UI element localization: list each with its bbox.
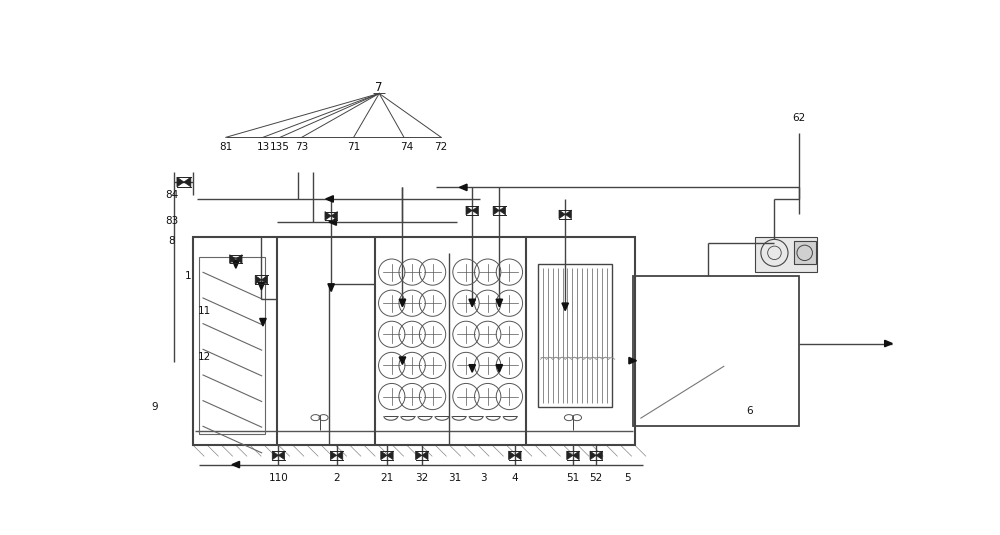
Text: 5: 5 xyxy=(624,473,631,484)
Polygon shape xyxy=(184,177,191,187)
Polygon shape xyxy=(459,184,467,190)
Polygon shape xyxy=(509,451,515,460)
Polygon shape xyxy=(387,451,393,460)
Polygon shape xyxy=(596,451,602,460)
Polygon shape xyxy=(559,210,565,219)
Text: 83: 83 xyxy=(165,216,178,226)
Text: 21: 21 xyxy=(380,473,394,484)
Text: 31: 31 xyxy=(449,473,462,484)
Polygon shape xyxy=(230,255,236,263)
Text: 52: 52 xyxy=(590,473,603,484)
Polygon shape xyxy=(399,357,406,364)
Text: 51: 51 xyxy=(566,473,580,484)
Text: 6: 6 xyxy=(746,406,753,416)
Polygon shape xyxy=(331,211,337,220)
Polygon shape xyxy=(381,451,387,460)
Bar xyxy=(633,276,799,426)
Polygon shape xyxy=(261,276,268,284)
Bar xyxy=(794,241,816,264)
Polygon shape xyxy=(258,282,265,290)
Text: 71: 71 xyxy=(347,142,360,152)
Polygon shape xyxy=(562,303,568,311)
Text: 3: 3 xyxy=(481,473,487,484)
Text: 135: 135 xyxy=(270,142,290,152)
Bar xyxy=(538,264,612,407)
Text: 110: 110 xyxy=(269,473,288,484)
Polygon shape xyxy=(515,451,521,460)
Polygon shape xyxy=(469,299,475,307)
Polygon shape xyxy=(337,451,343,460)
Text: 2: 2 xyxy=(333,473,340,484)
Polygon shape xyxy=(233,261,239,268)
Polygon shape xyxy=(325,211,331,220)
Polygon shape xyxy=(328,284,334,292)
Polygon shape xyxy=(255,276,261,284)
Polygon shape xyxy=(330,451,337,460)
Text: 8: 8 xyxy=(168,236,175,246)
Polygon shape xyxy=(278,451,285,460)
Polygon shape xyxy=(496,299,503,307)
Polygon shape xyxy=(399,299,406,307)
Text: 74: 74 xyxy=(400,142,413,152)
Text: 11: 11 xyxy=(197,305,211,316)
Polygon shape xyxy=(493,206,499,215)
Bar xyxy=(755,238,817,272)
Polygon shape xyxy=(629,357,637,364)
Polygon shape xyxy=(496,365,503,372)
Polygon shape xyxy=(567,451,573,460)
Bar xyxy=(193,238,635,445)
Polygon shape xyxy=(565,210,571,219)
Text: 62: 62 xyxy=(793,113,806,123)
Polygon shape xyxy=(469,365,475,372)
Text: 84: 84 xyxy=(165,190,178,200)
Polygon shape xyxy=(590,451,596,460)
Bar xyxy=(199,257,265,434)
Polygon shape xyxy=(260,318,266,326)
Polygon shape xyxy=(573,451,579,460)
Text: 81: 81 xyxy=(219,142,232,152)
Polygon shape xyxy=(326,196,333,202)
Text: 72: 72 xyxy=(435,142,448,152)
Polygon shape xyxy=(272,451,278,460)
Text: 7: 7 xyxy=(375,81,383,94)
Polygon shape xyxy=(416,451,422,460)
Text: 32: 32 xyxy=(415,473,428,484)
Text: 73: 73 xyxy=(295,142,308,152)
Polygon shape xyxy=(422,451,428,460)
Polygon shape xyxy=(466,206,472,215)
Text: 9: 9 xyxy=(151,402,158,412)
Polygon shape xyxy=(885,340,892,347)
Polygon shape xyxy=(236,255,242,263)
Text: 1: 1 xyxy=(185,271,192,281)
Polygon shape xyxy=(472,206,478,215)
Polygon shape xyxy=(177,177,184,187)
Text: 13: 13 xyxy=(256,142,270,152)
Polygon shape xyxy=(329,219,336,225)
Polygon shape xyxy=(499,206,506,215)
Text: 12: 12 xyxy=(197,352,211,362)
Polygon shape xyxy=(232,461,240,468)
Text: 4: 4 xyxy=(512,473,518,484)
